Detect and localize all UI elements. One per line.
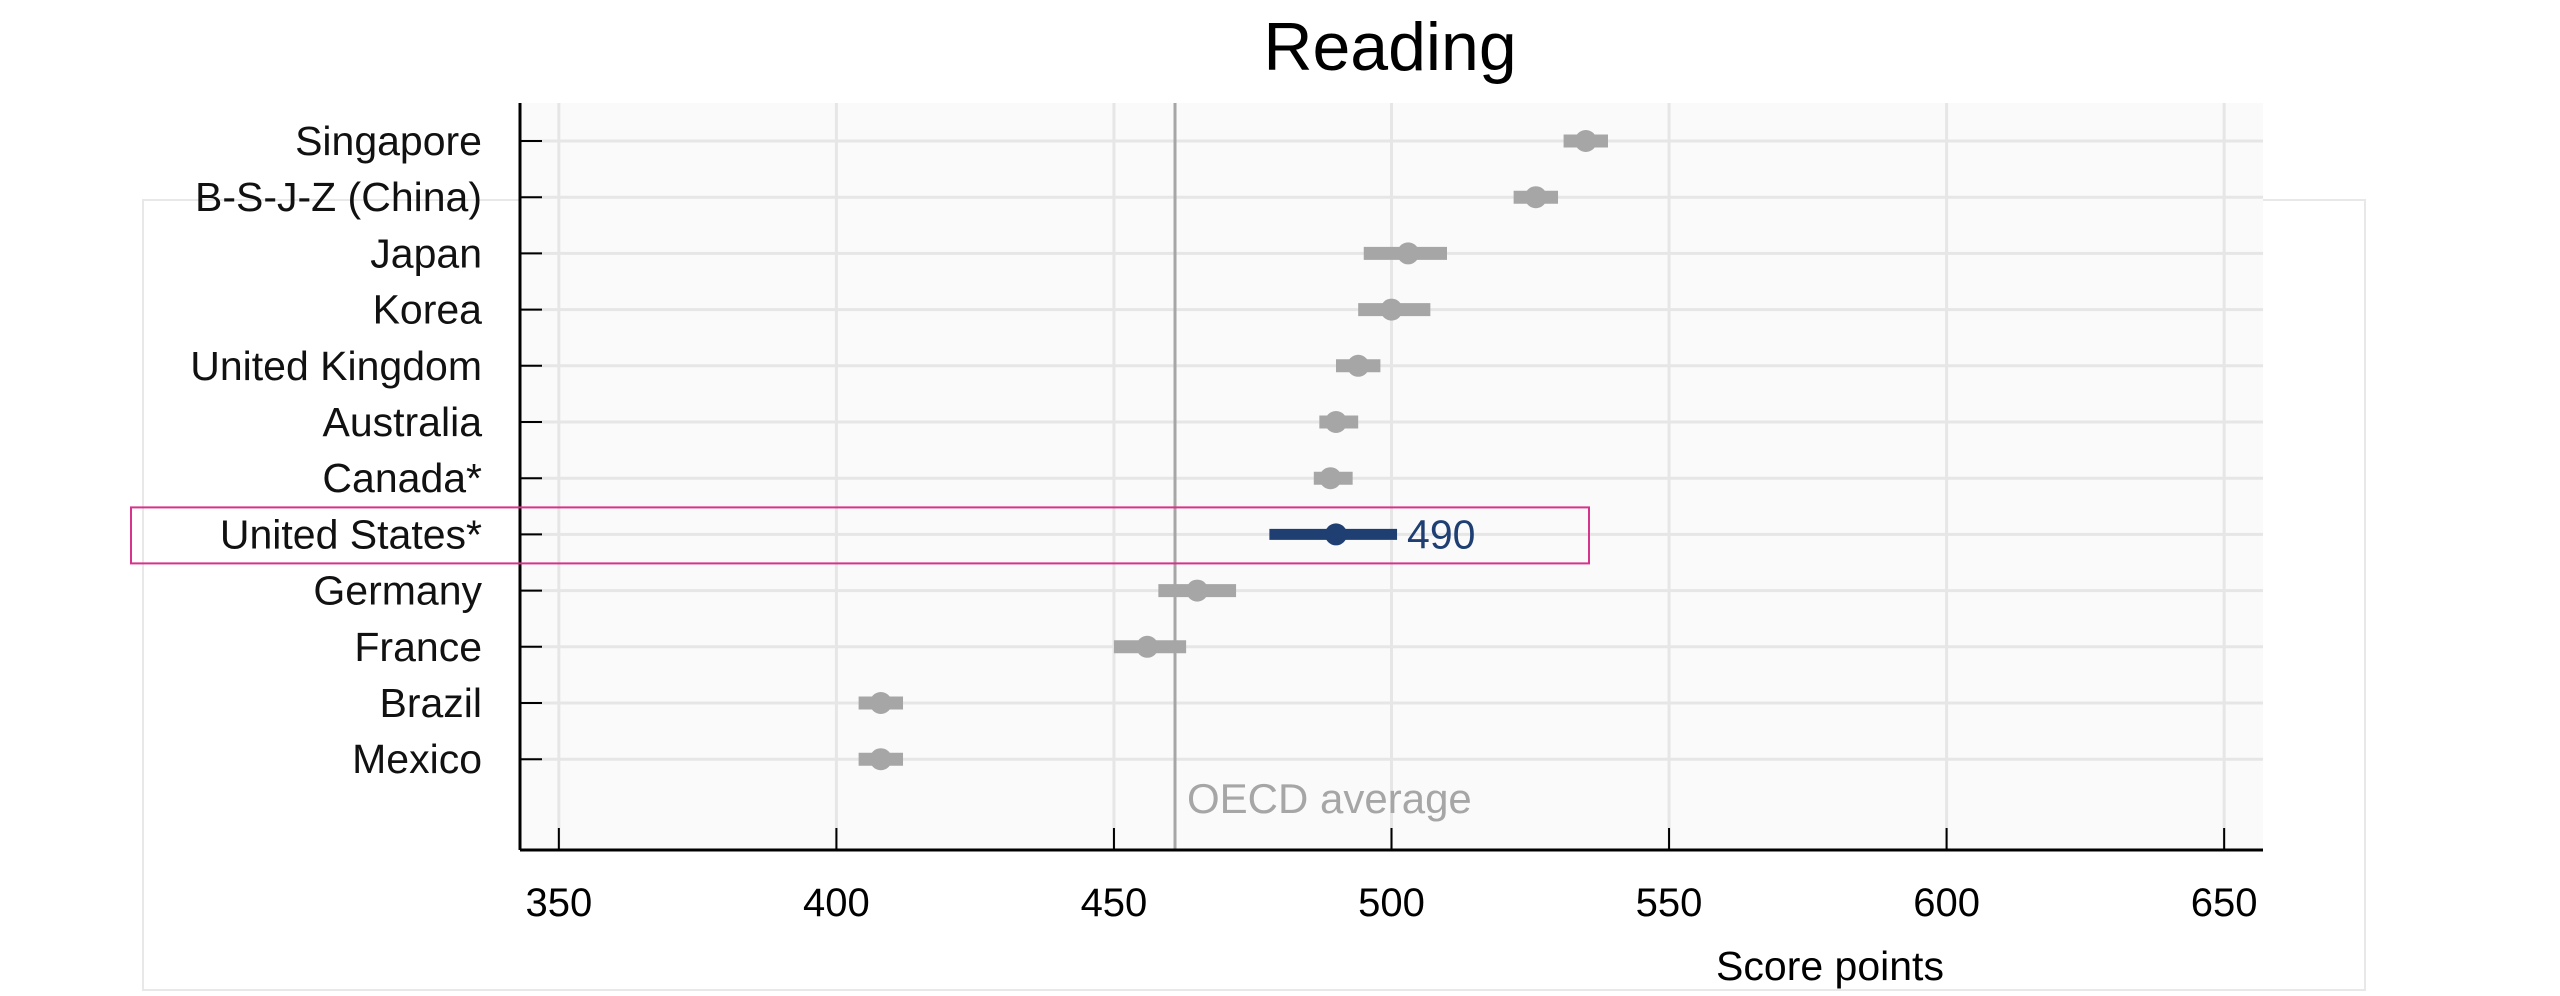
score-point (1524, 186, 1547, 209)
oecd-layer: OECD average (1173, 103, 1472, 850)
score-point (1186, 579, 1209, 602)
country-label: United Kingdom (190, 343, 482, 389)
highlight-box (130, 506, 1590, 565)
country-label: Australia (322, 399, 482, 445)
x-tick-label-450: 450 (1081, 881, 1148, 925)
country-label: Canada* (322, 455, 482, 501)
x-tick-label-400: 400 (803, 881, 870, 925)
x-tick-label-600: 600 (1913, 881, 1980, 925)
country-label: Germany (313, 568, 482, 614)
score-point (1324, 523, 1347, 546)
score-point (869, 692, 892, 714)
score-point (1136, 635, 1159, 658)
country-label: France (354, 624, 482, 670)
score-point (1397, 242, 1420, 265)
x-tick-label-650: 650 (2191, 881, 2258, 925)
score-point (1324, 411, 1347, 433)
axis-layer: 350 400 450 500 550 600 650 (518, 103, 2263, 925)
x-tick-label-550: 550 (1636, 881, 1703, 925)
country-label: Japan (370, 230, 482, 276)
country-label: B-S-J-Z (China) (195, 174, 482, 220)
country-label: Singapore (295, 118, 482, 164)
oecd-average-label: OECD average (1187, 775, 1472, 822)
score-point (869, 748, 892, 771)
chart-title: Reading (1263, 9, 1516, 85)
label-layer: Singapore B-S-J-Z (China) Japan Korea United… (130, 118, 1590, 782)
x-axis-title: Score points (1716, 943, 1944, 989)
country-label: Korea (373, 287, 483, 333)
value-label: 490 (1407, 511, 1475, 557)
marks-layer (858, 130, 1608, 771)
x-tick-label-350: 350 (525, 881, 592, 925)
country-label: United States* (220, 511, 482, 557)
score-point (1319, 467, 1342, 490)
score-point (1380, 298, 1403, 321)
country-label: Mexico (352, 736, 482, 782)
country-label: Brazil (379, 680, 482, 726)
x-tick-label-500: 500 (1358, 881, 1425, 925)
score-point (1574, 130, 1597, 152)
score-point (1347, 354, 1370, 377)
